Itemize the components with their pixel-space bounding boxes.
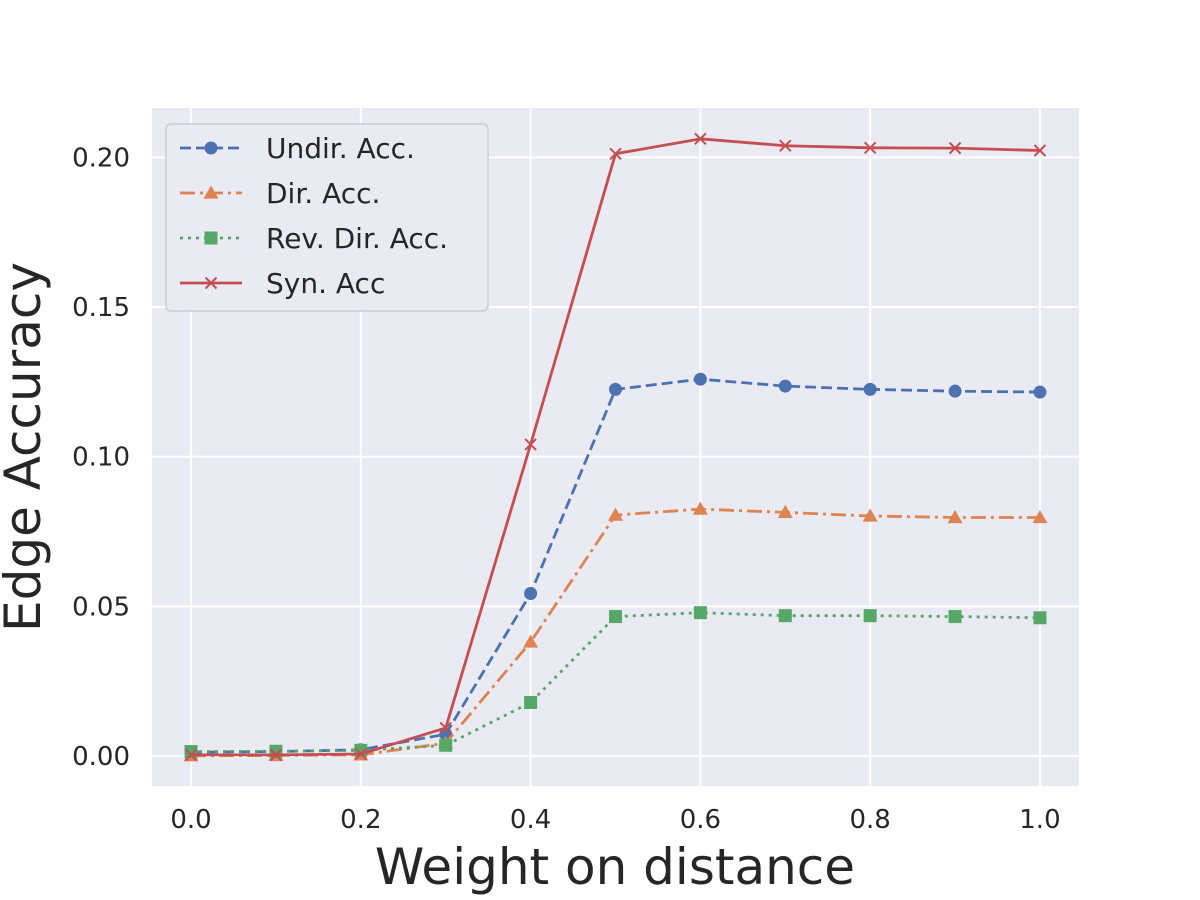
series-layer	[183, 132, 1048, 762]
data-point-undir-acc	[863, 382, 877, 396]
y-tick-label: 0.10	[72, 443, 130, 473]
data-point-rev-dir-acc	[439, 738, 453, 752]
data-point-dir-acc	[608, 507, 623, 521]
legend-label: Dir. Acc.	[266, 177, 380, 210]
legend-box	[165, 123, 489, 312]
legend: Undir. Acc. Dir. Acc. Rev. Dir. Acc. Syn. A…	[165, 123, 489, 312]
data-point-undir-acc	[1033, 385, 1047, 399]
y-tick-label: 0.15	[72, 293, 130, 323]
x-tick-label: 0.2	[340, 805, 381, 835]
legend-label: Rev. Dir. Acc.	[266, 222, 448, 255]
x-tick-label: 0.4	[510, 805, 551, 835]
data-point-undir-acc	[693, 372, 707, 386]
data-point-rev-dir-acc	[693, 606, 707, 620]
x-tick-label: 0.0	[170, 805, 211, 835]
data-point-syn-acc	[354, 747, 368, 761]
tick-labels: 0.0 0.2 0.4 0.6 0.8 1.0 0.00 0.05 0.10 0.15 0.20	[72, 143, 1061, 835]
data-point-undir-acc	[609, 382, 622, 396]
data-point-dir-acc	[523, 634, 539, 648]
data-point-rev-dir-acc	[948, 610, 962, 624]
legend-marker	[204, 141, 218, 155]
data-point-rev-dir-acc	[609, 610, 622, 624]
data-point-syn-acc	[184, 748, 198, 762]
series-syn-acc	[184, 132, 1047, 762]
y-tick-label: 0.20	[72, 143, 130, 173]
data-point-syn-acc	[609, 147, 622, 161]
data-point-syn-acc	[439, 721, 452, 735]
legend-marker	[204, 276, 218, 290]
x-tick-label: 0.6	[680, 805, 721, 835]
data-point-undir-acc	[778, 379, 792, 393]
data-point-syn-acc	[779, 139, 792, 152]
data-point-syn-acc	[863, 141, 877, 155]
data-point-rev-dir-acc	[863, 609, 877, 623]
y-tick-label: 0.05	[72, 592, 130, 622]
y-tick-label: 0.00	[72, 742, 130, 772]
data-point-syn-acc	[524, 438, 537, 451]
data-point-rev-dir-acc	[1033, 611, 1047, 625]
data-point-syn-acc	[269, 748, 283, 762]
data-point-dir-acc	[1032, 509, 1048, 524]
data-point-rev-dir-acc	[524, 695, 538, 709]
data-point-undir-acc	[524, 587, 538, 601]
x-tick-label: 1.0	[1019, 805, 1060, 835]
series-line-rev-dir-acc	[191, 611, 1040, 753]
data-point-syn-acc	[694, 132, 707, 146]
legend-item-dir-acc: Dir. Acc.	[180, 177, 380, 210]
data-point-dir-acc	[862, 508, 878, 522]
legend-item-rev-dir-acc: Rev. Dir. Acc.	[180, 222, 448, 255]
x-axis-label: Weight on distance	[375, 838, 855, 896]
data-point-dir-acc	[777, 504, 793, 519]
legend-item-undir-acc: Undir. Acc.	[180, 132, 415, 165]
legend-label: Undir. Acc.	[266, 132, 415, 165]
legend-label: Syn. Acc	[266, 267, 385, 300]
data-point-syn-acc	[1033, 144, 1047, 157]
data-point-dir-acc	[947, 509, 963, 524]
data-point-syn-acc	[948, 141, 962, 155]
legend-marker	[203, 185, 219, 199]
data-point-dir-acc	[692, 501, 708, 515]
x-tick-label: 0.8	[849, 805, 890, 835]
legend-marker	[204, 231, 218, 245]
data-point-rev-dir-acc	[778, 609, 792, 623]
y-axis-label: Edge Accuracy	[0, 262, 52, 632]
legend-item-syn-acc: Syn. Acc	[180, 267, 385, 300]
data-point-undir-acc	[948, 384, 962, 398]
